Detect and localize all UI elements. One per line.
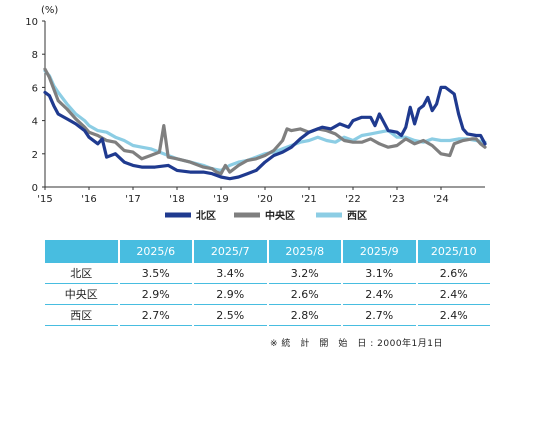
table-row: 中央区 2.9% 2.9% 2.6% 2.4% 2.4% xyxy=(43,283,492,305)
row-label: 北区 xyxy=(43,262,120,284)
table-cell: 2.7% xyxy=(341,304,418,326)
x-tick-label: '15 xyxy=(37,194,52,205)
chart-axes: 0 2 4 6 8 10(%) '15 '16 '17 '18 '19 '20 '21 '22 '23 '24 xyxy=(25,5,485,205)
rate-table: 2025/6 2025/7 2025/8 2025/9 2025/10 北区 3… xyxy=(43,240,492,326)
statistics-start-note: ※ 統 計 開 始 日 : 2000年1月1日 xyxy=(270,339,444,349)
x-tick-label: '20 xyxy=(257,194,272,205)
table-col-header: 2025/6 xyxy=(117,240,194,263)
table-cell: 3.1% xyxy=(341,262,418,284)
table-cell: 3.5% xyxy=(117,262,194,284)
series-line-1 xyxy=(43,67,487,176)
row-label: 中央区 xyxy=(43,283,120,305)
table-cell: 2.4% xyxy=(341,283,418,305)
y-tick-label: 2 xyxy=(32,150,38,161)
chart-legend: 北区 中央区 西区 xyxy=(165,209,367,222)
y-tick-label: 0 xyxy=(32,183,38,194)
table-cell: 2.4% xyxy=(415,283,492,305)
y-tick-label: 10 xyxy=(25,17,38,28)
y-tick-label: 6 xyxy=(32,83,38,94)
legend-label: 西区 xyxy=(347,210,367,222)
table-cell: 3.4% xyxy=(192,262,269,284)
table-cell: 2.9% xyxy=(192,283,269,305)
x-tick-label: '21 xyxy=(301,194,316,205)
table-cell: 2.8% xyxy=(266,304,343,326)
table-col-header: 2025/10 xyxy=(415,240,492,263)
table-row: 西区 2.7% 2.5% 2.8% 2.7% 2.4% xyxy=(43,304,492,326)
table-cell: 2.9% xyxy=(117,283,194,305)
line-chart: 0 2 4 6 8 10(%) '15 '16 '17 '18 '19 '20 '21 '22 '23 '24… xyxy=(25,5,487,222)
row-label: 西区 xyxy=(43,304,120,326)
table-col-header: 2025/9 xyxy=(341,240,418,263)
table-cell: 2.6% xyxy=(415,262,492,284)
table-cell: 2.5% xyxy=(192,304,269,326)
x-tick-label: '22 xyxy=(345,194,360,205)
table-cell: 2.7% xyxy=(117,304,194,326)
table-header-row: 2025/6 2025/7 2025/8 2025/9 2025/10 xyxy=(43,240,492,263)
x-tick-label: '17 xyxy=(125,194,140,205)
table-row: 北区 3.5% 3.4% 3.2% 3.1% 2.6% xyxy=(43,262,492,284)
x-tick-label: '16 xyxy=(81,194,96,205)
series-line-0 xyxy=(43,85,487,181)
y-tick-label: 8 xyxy=(32,50,38,61)
x-tick-label: '19 xyxy=(213,194,228,205)
table-corner-cell xyxy=(43,240,120,263)
y-axis-label: (%) xyxy=(41,5,58,16)
table-col-header: 2025/8 xyxy=(266,240,343,263)
table-cell: 3.2% xyxy=(266,262,343,284)
x-tick-label: '23 xyxy=(389,194,404,205)
chart-series xyxy=(43,67,487,181)
table-cell: 2.4% xyxy=(415,304,492,326)
table-col-header: 2025/7 xyxy=(192,240,269,263)
legend-label: 中央区 xyxy=(265,209,295,222)
x-tick-label: '18 xyxy=(169,194,184,205)
legend-label: 北区 xyxy=(196,209,216,222)
y-tick-label: 4 xyxy=(32,117,38,128)
table-cell: 2.6% xyxy=(266,283,343,305)
x-tick-label: '24 xyxy=(433,194,448,205)
